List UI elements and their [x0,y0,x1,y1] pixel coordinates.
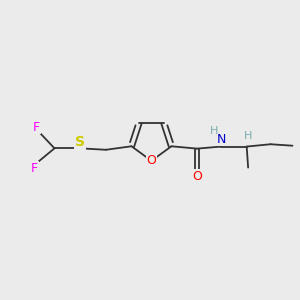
Text: F: F [31,162,38,175]
Text: S: S [75,136,85,149]
Text: F: F [33,121,40,134]
Text: O: O [192,169,202,182]
Text: H: H [209,126,218,136]
Text: O: O [146,154,156,167]
Text: N: N [216,133,226,146]
Text: H: H [244,131,252,141]
